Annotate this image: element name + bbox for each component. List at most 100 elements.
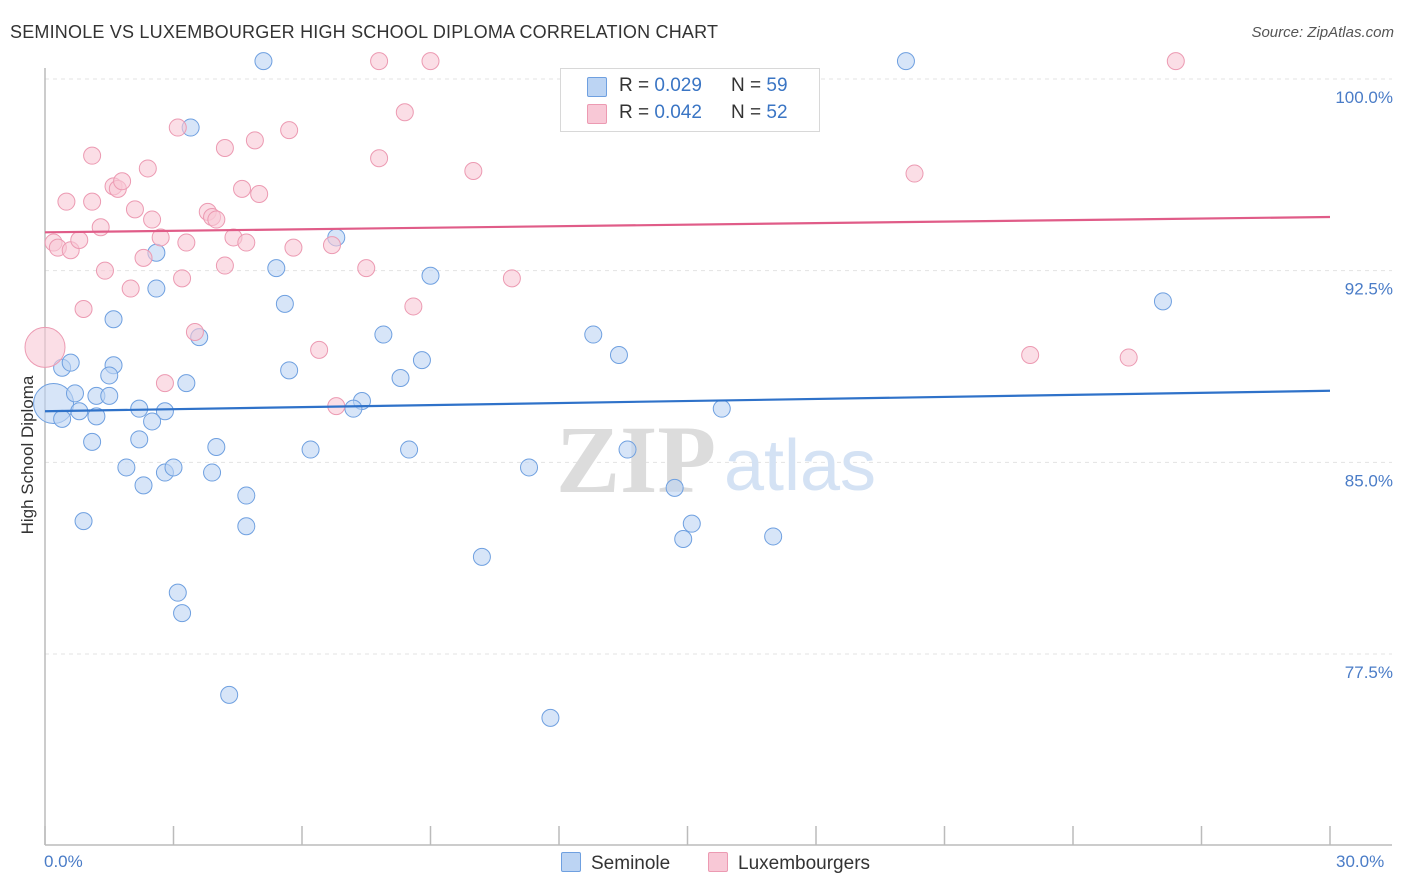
trend-line [44,215,1331,234]
legend-r-value: 0.042 [654,102,702,123]
data-point [254,52,273,71]
data-point [134,476,153,495]
y-tick-label: 85.0% [1345,471,1393,490]
data-point [400,440,419,459]
data-point [100,386,119,405]
data-point [168,583,187,602]
data-point [344,399,363,418]
chart-title: SEMINOLE VS LUXEMBOURGER HIGH SCHOOL DIP… [10,22,719,42]
data-point [83,432,102,451]
series-seminole [33,52,1172,727]
bottom-legend-luxembourgers: Luxembourgers [708,852,870,875]
legend-swatch-luxembourgers [587,104,607,124]
bottom-legend-label-seminole: Seminole [591,853,671,874]
data-point [70,231,89,249]
data-point [541,708,560,727]
bottom-legend-seminole: Seminole [561,852,670,875]
data-point [584,325,603,344]
data-point [134,248,153,267]
data-point [74,512,93,531]
data-point [155,374,174,393]
data-point [173,269,192,288]
data-point [113,172,132,191]
data-point [1119,348,1138,367]
data-point [412,351,431,370]
data-point [395,103,414,122]
data-point [215,139,234,157]
series-luxembourgers [24,52,1185,416]
data-point [220,685,239,704]
data-point [237,486,256,505]
data-point [237,517,256,536]
data-point [370,52,389,71]
data-point [301,440,320,459]
data-point [61,353,80,372]
data-point [391,369,410,387]
data-point [125,200,144,219]
data-point [1166,52,1185,71]
data-point [65,384,84,403]
data-point [87,407,106,426]
data-point [147,279,166,298]
data-point [151,228,170,247]
watermark-atlas: atlas [724,426,876,506]
bottom-legend-label-luxembourgers: Luxembourgers [738,853,871,874]
data-point [275,294,294,313]
data-point [237,233,256,252]
legend-r-value: 0.029 [654,75,702,96]
data-point [1153,292,1172,311]
data-point [207,438,226,456]
data-point [83,192,102,211]
trend-line [44,389,1331,413]
data-point [185,323,204,341]
data-point [502,269,521,288]
data-point [310,340,329,359]
data-point [203,463,222,482]
data-point [177,233,196,252]
data-point [143,412,162,431]
data-point [464,162,483,180]
legend-n-label: N = [731,75,767,96]
data-point [91,218,110,237]
data-point [682,514,701,533]
x-tick-max: 30.0% [1336,852,1385,871]
data-point [245,131,264,150]
data-point [404,297,423,316]
data-point [374,325,393,344]
legend: R = 0.029 N = 59 R = 0.042 N = 52 [560,68,820,132]
data-point [57,192,76,211]
bottom-legend-swatch-luxembourgers [708,852,728,872]
data-point [173,604,192,623]
data-point [207,210,226,229]
data-point [284,238,303,257]
data-point [905,164,924,183]
data-point [618,440,637,459]
data-point [143,210,162,229]
data-point [155,402,174,421]
grid-lines [45,78,1392,655]
y-tick-label: 77.5% [1345,663,1393,682]
y-tick-label: 92.5% [1345,280,1393,299]
data-point [472,547,491,566]
data-point [177,374,196,393]
legend-r-label: R = [619,102,655,123]
data-point [421,266,440,285]
data-point [764,527,783,546]
data-point [1021,346,1040,364]
trend-lines [44,215,1331,413]
data-point [421,52,440,71]
y-tick-labels: 100.0% 92.5% 85.0% 77.5% [1335,88,1393,682]
data-point [250,185,269,203]
data-point [138,159,157,178]
source-label: Source: ZipAtlas.com [1251,24,1394,41]
data-point [100,366,119,385]
data-point [121,279,140,298]
legend-n-label: N = [731,102,767,123]
data-point [280,121,299,140]
data-point [357,259,376,278]
data-point [53,409,72,428]
legend-n-value: 59 [766,75,788,96]
data-point [24,326,66,368]
x-tick-min: 0.0% [44,852,83,871]
